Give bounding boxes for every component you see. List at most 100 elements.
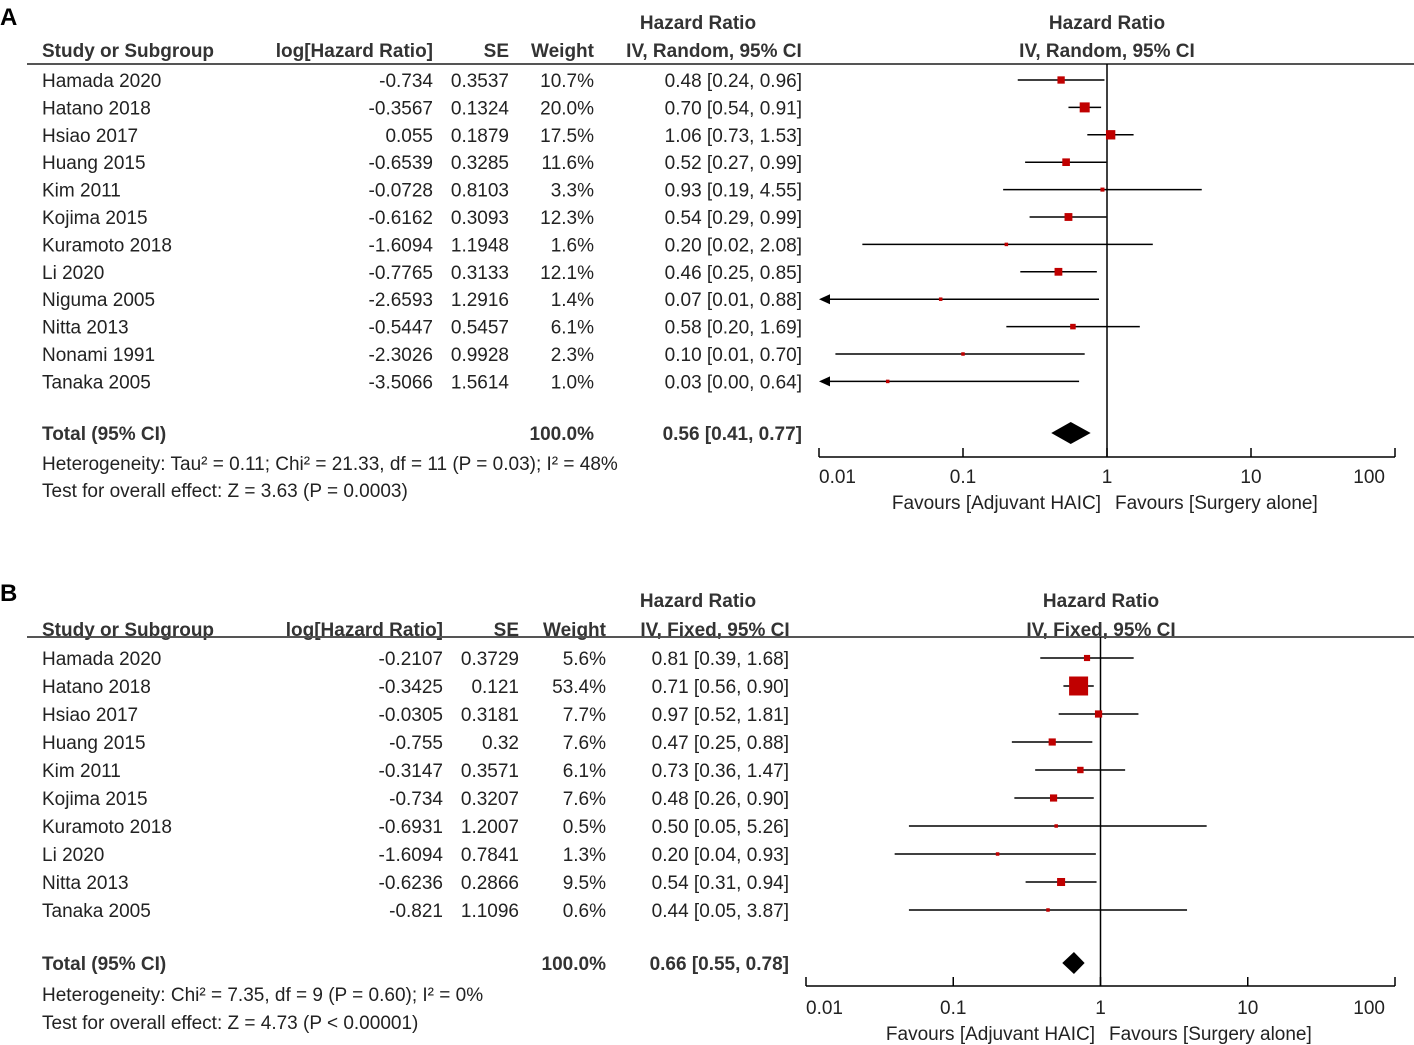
hazard-ratio-ci: 0.70 [0.54, 0.91] [665, 98, 802, 119]
pooled-estimate-diamond [1051, 422, 1091, 444]
study-weight: 11.6% [542, 153, 595, 174]
log-hazard-ratio: -0.7765 [369, 263, 433, 284]
x-tick-label: 100 [1353, 998, 1385, 1019]
log-hazard-ratio: -0.734 [389, 789, 443, 810]
standard-error: 0.3285 [451, 153, 509, 174]
study-name: Hamada 2020 [42, 71, 161, 92]
x-tick-label: 1 [1102, 467, 1113, 488]
hazard-ratio-ci: 0.10 [0.01, 0.70] [665, 345, 802, 366]
log-hazard-ratio: -0.734 [379, 71, 433, 92]
plot-method-header: IV, Random, 95% CI [1019, 41, 1195, 62]
standard-error: 0.3093 [451, 208, 509, 229]
study-marker [1054, 267, 1063, 276]
standard-error: 0.2866 [461, 873, 519, 894]
hazard-ratio-ci: 0.20 [0.02, 2.08] [665, 235, 802, 256]
hazard-ratio-ci: 0.47 [0.25, 0.88] [652, 733, 789, 754]
plot-method-header: IV, Fixed, 95% CI [1026, 620, 1175, 641]
study-marker [1048, 738, 1056, 746]
standard-error: 0.32 [482, 733, 519, 754]
hazard-ratio-ci: 0.48 [0.24, 0.96] [665, 71, 802, 92]
hazard-ratio-ci: 0.97 [0.52, 1.81] [652, 705, 789, 726]
study-weight: 7.7% [563, 705, 606, 726]
standard-error: 0.3729 [461, 649, 519, 670]
study-marker [885, 379, 890, 384]
study-weight: 53.4% [552, 677, 606, 698]
study-marker [1054, 824, 1058, 828]
study-name: Tanaka 2005 [42, 372, 151, 393]
x-tick-label: 0.01 [819, 467, 856, 488]
hazard-ratio-ci: 0.81 [0.39, 1.68] [652, 649, 789, 670]
study-marker [961, 352, 965, 356]
standard-error: 0.3181 [461, 705, 519, 726]
standard-error: 0.121 [471, 677, 519, 698]
log-hazard-ratio: -3.5066 [369, 372, 433, 393]
x-tick-label: 1 [1095, 998, 1106, 1019]
se-column-header: SE [484, 41, 509, 62]
study-name: Kojima 2015 [42, 208, 148, 229]
study-marker [1069, 676, 1089, 696]
hazard-ratio-ci: 0.20 [0.04, 0.93] [652, 845, 789, 866]
study-marker [1105, 130, 1116, 140]
overall-effect-test: Test for overall effect: Z = 4.73 (P < 0… [42, 1013, 418, 1034]
standard-error: 0.1324 [451, 98, 510, 119]
log-hazard-ratio: -2.3026 [369, 345, 433, 366]
loghr-column-header: log[Hazard Ratio] [286, 620, 443, 641]
plot-column-title: Hazard Ratio [1049, 13, 1165, 34]
log-hazard-ratio: -0.6236 [379, 873, 443, 894]
hazard-ratio-ci: 0.48 [0.26, 0.90] [652, 789, 789, 810]
standard-error: 0.5457 [451, 318, 509, 339]
favours-right-label: Favours [Surgery alone] [1109, 1024, 1312, 1045]
weight-column-header: Weight [531, 41, 595, 62]
favours-left-label: Favours [Adjuvant HAIC] [886, 1024, 1095, 1045]
study-name: Nonami 1991 [42, 345, 155, 366]
hazard-ratio-ci: 0.50 [0.05, 5.26] [652, 817, 789, 838]
study-name: Kuramoto 2018 [42, 817, 172, 838]
hazard-ratio-ci: 0.46 [0.25, 0.85] [665, 263, 802, 284]
study-name: Niguma 2005 [42, 290, 155, 311]
ci-arrow [819, 294, 830, 305]
standard-error: 0.9928 [451, 345, 509, 366]
loghr-column-header: log[Hazard Ratio] [276, 41, 433, 62]
study-weight: 2.3% [551, 345, 594, 366]
se-column-header: SE [494, 620, 519, 641]
study-column-header: Study or Subgroup [42, 620, 214, 641]
log-hazard-ratio: -0.821 [389, 901, 443, 922]
heterogeneity-stats: Heterogeneity: Chi² = 7.35, df = 9 (P = … [42, 985, 483, 1006]
pooled-estimate-diamond [1062, 952, 1085, 974]
study-weight: 7.6% [563, 789, 606, 810]
log-hazard-ratio: -2.6593 [369, 290, 433, 311]
study-weight: 12.1% [540, 263, 594, 284]
total-label: Total (95% CI) [42, 424, 166, 445]
standard-error: 1.2916 [451, 290, 509, 311]
study-weight: 17.5% [540, 126, 594, 147]
study-marker [1070, 323, 1076, 330]
study-weight: 7.6% [563, 733, 606, 754]
hazard-ratio-ci: 0.07 [0.01, 0.88] [665, 290, 802, 311]
log-hazard-ratio: -0.755 [389, 733, 443, 754]
hazard-ratio-ci: 0.58 [0.20, 1.69] [665, 318, 802, 339]
total-weight: 100.0% [530, 424, 595, 445]
study-weight: 20.0% [540, 98, 594, 119]
log-hazard-ratio: -1.6094 [369, 235, 434, 256]
x-tick-label: 0.01 [806, 998, 843, 1019]
log-hazard-ratio: -0.6539 [369, 153, 433, 174]
study-name: Nitta 2013 [42, 873, 129, 894]
study-name: Hsiao 2017 [42, 126, 138, 147]
study-column-header: Study or Subgroup [42, 41, 214, 62]
log-hazard-ratio: -0.5447 [369, 318, 433, 339]
hazard-ratio-ci: 1.06 [0.73, 1.53] [665, 126, 802, 147]
hr-column-title: Hazard Ratio [640, 13, 756, 34]
study-weight: 3.3% [551, 181, 594, 202]
study-marker [1057, 877, 1066, 887]
overall-effect-test: Test for overall effect: Z = 3.63 (P = 0… [42, 481, 408, 502]
log-hazard-ratio: -1.6094 [379, 845, 444, 866]
favours-left-label: Favours [Adjuvant HAIC] [892, 493, 1101, 514]
study-name: Hamada 2020 [42, 649, 161, 670]
x-tick-label: 10 [1237, 998, 1258, 1019]
study-name: Hatano 2018 [42, 677, 151, 698]
log-hazard-ratio: -0.6931 [379, 817, 443, 838]
study-weight: 5.6% [563, 649, 606, 670]
standard-error: 1.5614 [451, 372, 510, 393]
study-marker [1077, 766, 1084, 774]
hazard-ratio-ci: 0.73 [0.36, 1.47] [652, 761, 789, 782]
